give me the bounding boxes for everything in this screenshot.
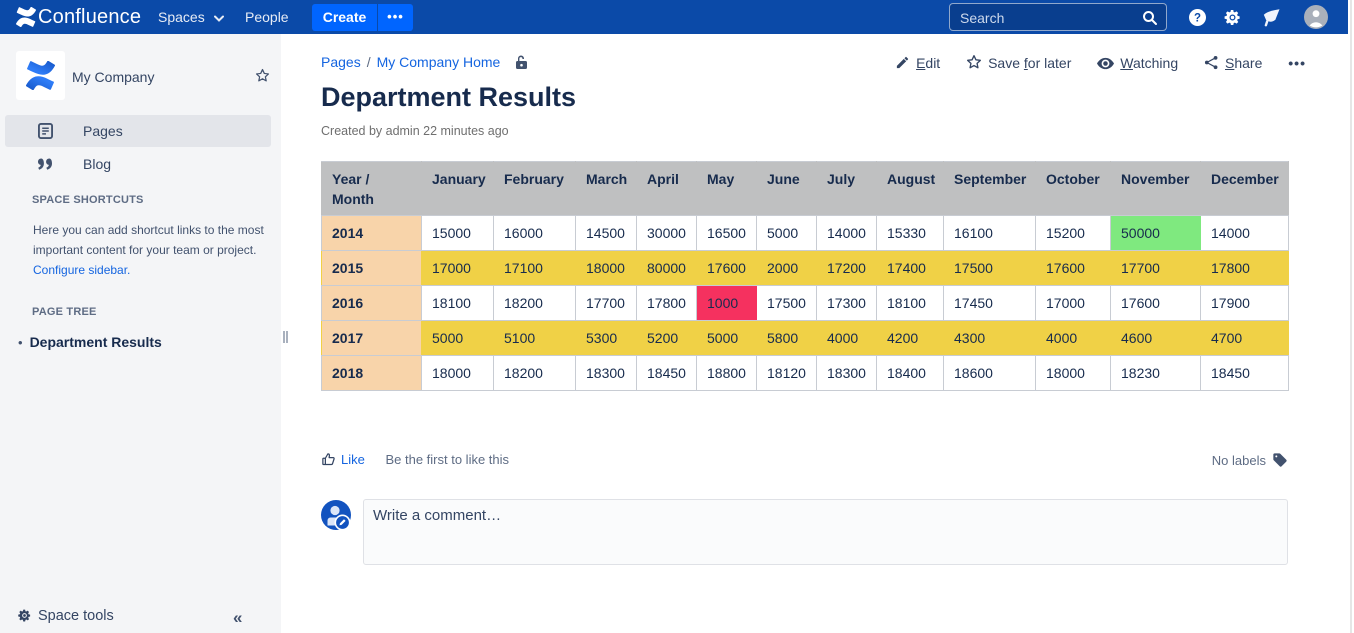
- svg-text:?: ?: [1194, 13, 1201, 25]
